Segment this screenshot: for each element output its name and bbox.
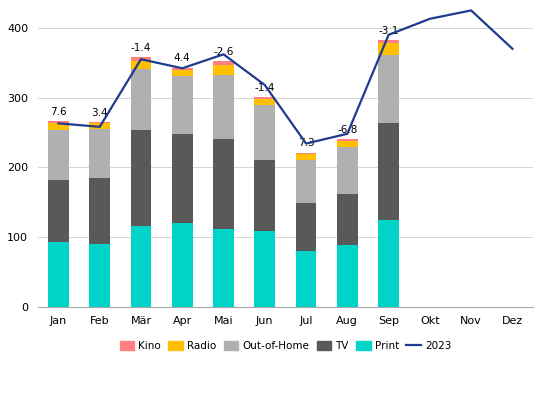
Bar bbox=[213, 61, 234, 65]
Bar bbox=[131, 61, 151, 69]
Text: 7.3: 7.3 bbox=[298, 139, 314, 148]
Bar bbox=[337, 194, 357, 245]
Bar bbox=[131, 57, 151, 61]
Text: -3.1: -3.1 bbox=[379, 26, 399, 36]
Bar bbox=[48, 130, 69, 181]
Bar bbox=[172, 134, 193, 223]
Bar bbox=[379, 55, 399, 124]
Bar bbox=[337, 245, 357, 307]
Bar bbox=[296, 154, 316, 160]
Text: 3.4: 3.4 bbox=[91, 108, 108, 118]
Bar bbox=[296, 153, 316, 154]
Bar bbox=[254, 99, 275, 105]
Text: -6.8: -6.8 bbox=[337, 125, 357, 135]
Bar bbox=[379, 124, 399, 220]
Bar bbox=[254, 97, 275, 99]
Bar bbox=[131, 130, 151, 226]
Bar bbox=[296, 251, 316, 307]
Bar bbox=[90, 122, 110, 124]
Bar bbox=[90, 129, 110, 178]
Bar bbox=[213, 228, 234, 307]
Bar bbox=[131, 226, 151, 307]
Text: -2.6: -2.6 bbox=[213, 47, 234, 57]
Bar bbox=[337, 141, 357, 147]
Bar bbox=[90, 124, 110, 129]
Legend: Kino, Radio, Out-of-Home, TV, Print, 2023: Kino, Radio, Out-of-Home, TV, Print, 202… bbox=[116, 337, 456, 355]
Text: 7.6: 7.6 bbox=[50, 107, 67, 117]
Bar bbox=[296, 160, 316, 203]
Text: -1.4: -1.4 bbox=[254, 83, 275, 93]
Bar bbox=[296, 203, 316, 251]
Bar bbox=[379, 220, 399, 307]
Bar bbox=[254, 160, 275, 231]
Bar bbox=[172, 223, 193, 307]
Bar bbox=[254, 231, 275, 307]
Bar bbox=[254, 105, 275, 160]
Text: 4.4: 4.4 bbox=[174, 53, 191, 64]
Bar bbox=[337, 147, 357, 194]
Bar bbox=[213, 65, 234, 75]
Bar bbox=[48, 181, 69, 242]
Text: -1.4: -1.4 bbox=[131, 43, 151, 53]
Bar bbox=[213, 139, 234, 228]
Bar bbox=[172, 76, 193, 134]
Bar bbox=[131, 69, 151, 130]
Bar bbox=[48, 242, 69, 307]
Bar bbox=[379, 40, 399, 43]
Bar bbox=[172, 68, 193, 70]
Bar bbox=[379, 43, 399, 55]
Bar bbox=[337, 139, 357, 141]
Bar bbox=[172, 70, 193, 76]
Bar bbox=[213, 75, 234, 139]
Bar bbox=[48, 121, 69, 123]
Bar bbox=[90, 244, 110, 307]
Bar bbox=[90, 178, 110, 244]
Bar bbox=[48, 123, 69, 130]
